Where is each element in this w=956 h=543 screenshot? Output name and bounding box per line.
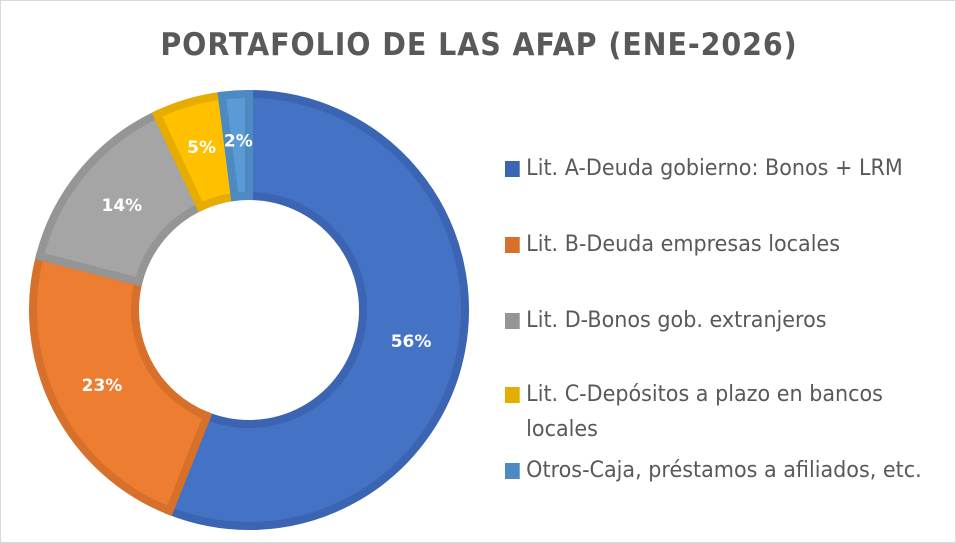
legend: Lit. A-Deuda gobierno: Bonos + LRM Lit. … <box>505 151 955 483</box>
legend-item-lit-a: Lit. A-Deuda gobierno: Bonos + LRM <box>505 151 919 186</box>
slice-lit-b <box>29 251 213 517</box>
data-label-lit-d: 14% <box>102 196 143 216</box>
legend-swatch-lit-d <box>505 313 520 329</box>
data-label-lit-a: 56% <box>391 332 432 352</box>
legend-label: Lit. C-Depósitos a plazo en bancos <box>526 381 883 407</box>
legend-label: Lit. A-Deuda gobierno: Bonos + LRM <box>526 155 903 181</box>
legend-label: Otros-Caja, préstamos a afiliados, etc. <box>526 457 922 483</box>
data-label-lit-c: 5% <box>187 138 216 158</box>
legend-label: Lit. D-Bonos gob. extranjeros <box>526 307 827 333</box>
data-label-otros: 2% <box>224 131 253 151</box>
data-label-lit-b: 23% <box>82 376 123 396</box>
legend-swatch-lit-a <box>505 161 520 177</box>
legend-swatch-lit-c <box>505 387 520 403</box>
slice-lit-a <box>164 89 469 530</box>
legend-label-line2: locales <box>526 416 598 442</box>
legend-item-lit-c: Lit. C-Depósitos a plazo en bancos local… <box>505 377 883 447</box>
chart-title: PORTAFOLIO DE LAS AFAP (ENE-2026) <box>160 27 798 63</box>
legend-item-lit-d: Lit. D-Bonos gob. extranjeros <box>505 303 827 338</box>
legend-item-lit-b: Lit. B-Deuda empresas locales <box>505 227 840 262</box>
slice-otros <box>217 89 253 202</box>
legend-swatch-otros <box>505 463 520 479</box>
legend-label: Lit. B-Deuda empresas locales <box>526 231 841 257</box>
legend-swatch-lit-b <box>505 237 520 253</box>
legend-item-otros: Otros-Caja, préstamos a afiliados, etc. <box>505 453 922 488</box>
